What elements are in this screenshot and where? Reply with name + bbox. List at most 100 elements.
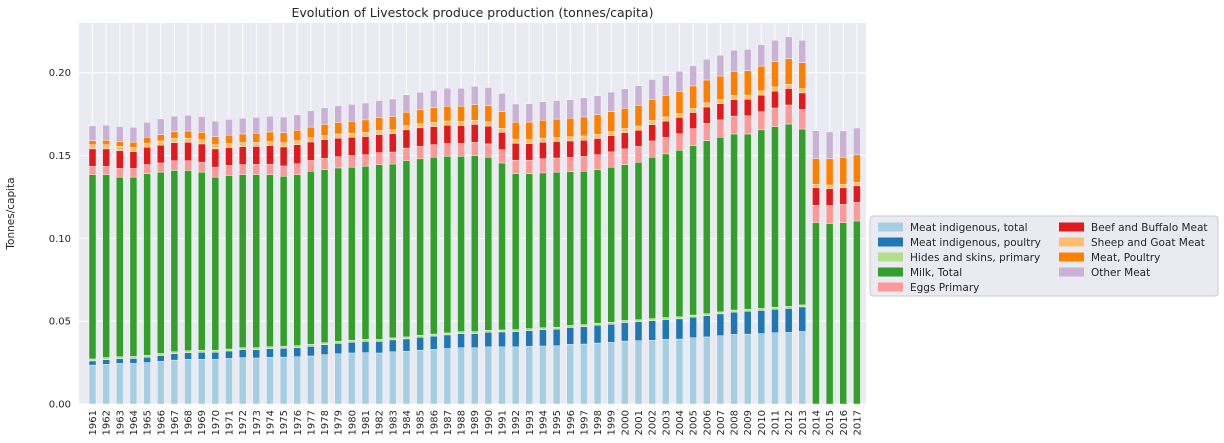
- bar-segment: [621, 164, 629, 321]
- bar-segment: [375, 117, 383, 131]
- x-tick-label: 1993: [525, 410, 536, 435]
- bar-segment: [170, 160, 179, 171]
- bar-segment: [184, 359, 192, 405]
- bar-segment: [511, 122, 520, 140]
- bar-segment: [716, 335, 725, 405]
- bar-segment: [143, 142, 151, 148]
- bar-segment: [430, 107, 438, 123]
- bar-segment: [361, 102, 370, 121]
- bar-segment: [539, 329, 547, 347]
- bar-segment: [416, 337, 424, 351]
- bar-segment: [703, 140, 711, 314]
- bar-segment: [689, 316, 697, 338]
- legend-label: Meat, Poultry: [1091, 252, 1160, 264]
- bar-segment: [511, 346, 520, 405]
- bar-segment: [580, 343, 588, 405]
- bar-segment: [389, 163, 397, 339]
- bar-segment: [498, 132, 506, 150]
- bar-segment: [825, 184, 834, 189]
- bar-segment: [498, 127, 506, 133]
- bar-segment: [511, 159, 520, 174]
- bar-segment: [634, 85, 643, 106]
- bar-segment: [593, 324, 602, 344]
- x-tick-label: 1978: [320, 410, 331, 435]
- bar-segment: [320, 344, 329, 355]
- bar-segment: [716, 99, 725, 104]
- bar-segment: [211, 144, 220, 150]
- bar-segment: [375, 100, 383, 118]
- bar-segment: [853, 181, 861, 187]
- bar-segment: [730, 311, 738, 335]
- legend-swatch: [878, 267, 903, 277]
- bar-segment: [320, 169, 329, 343]
- bar-segment: [88, 174, 97, 360]
- bar-segment: [607, 111, 615, 132]
- bar-segment: [252, 142, 261, 147]
- bar-segment: [389, 129, 397, 135]
- bar-stacks: [88, 36, 861, 405]
- bar-segment: [566, 118, 574, 138]
- legend-box: [869, 215, 1219, 297]
- legend: Meat indigenous, total Meat indigenous, p…: [869, 215, 1219, 297]
- bar-segment: [839, 157, 847, 185]
- bar-segment: [471, 104, 479, 121]
- bar-segment: [252, 146, 261, 165]
- bar-segment: [471, 347, 479, 405]
- bar-segment: [471, 142, 479, 156]
- bar-segment: [744, 115, 752, 135]
- bar-segment: [648, 79, 656, 100]
- bar-segment: [88, 364, 97, 405]
- x-tick-label: 2005: [689, 410, 700, 435]
- y-axis-label: Tonnes/capita: [5, 177, 17, 250]
- bar-segment: [634, 105, 643, 127]
- bar-segment: [525, 139, 533, 144]
- bar-segment: [184, 142, 192, 162]
- bar-segment: [157, 171, 165, 354]
- bar-segment: [334, 156, 342, 169]
- bar-segment: [825, 223, 834, 405]
- bar-segment: [129, 176, 138, 357]
- bar-segment: [416, 349, 424, 405]
- bar-segment: [320, 107, 329, 125]
- bar-segment: [170, 138, 179, 143]
- bar-segment: [238, 164, 247, 175]
- bar-segment: [170, 170, 179, 353]
- bar-segment: [744, 133, 752, 310]
- bar-segment: [238, 146, 247, 165]
- bar-segment: [784, 84, 793, 89]
- bar-segment: [689, 145, 697, 316]
- bar-segment: [662, 137, 670, 155]
- bar-segment: [307, 110, 315, 128]
- bar-segment: [703, 123, 711, 141]
- y-tick-label: 0.00: [49, 400, 71, 411]
- bar-segment: [184, 130, 192, 139]
- bar-segment: [211, 359, 220, 405]
- bar-segment: [334, 105, 342, 123]
- bar-segment: [484, 125, 493, 145]
- bar-segment: [484, 121, 493, 127]
- bar-segment: [102, 174, 110, 358]
- bar-segment: [320, 342, 329, 345]
- bar-segment: [334, 343, 342, 355]
- bar-segment: [266, 348, 274, 358]
- bar-segment: [416, 146, 424, 160]
- bar-segment: [853, 220, 861, 405]
- bar-segment: [784, 88, 793, 106]
- bar-segment: [116, 168, 124, 178]
- bar-segment: [293, 140, 301, 145]
- bar-segment: [716, 137, 725, 313]
- bar-segment: [675, 150, 684, 318]
- bar-segment: [361, 154, 370, 167]
- bar-segment: [716, 313, 725, 336]
- bar-segment: [566, 325, 574, 328]
- bar-segment: [102, 144, 110, 150]
- bar-segment: [662, 75, 670, 96]
- bar-segment: [757, 44, 766, 67]
- bar-segment: [307, 171, 315, 345]
- bar-segment: [361, 352, 370, 405]
- bar-segment: [607, 151, 615, 168]
- bar-segment: [361, 341, 370, 353]
- bar-segment: [730, 95, 738, 100]
- bar-segment: [607, 323, 615, 343]
